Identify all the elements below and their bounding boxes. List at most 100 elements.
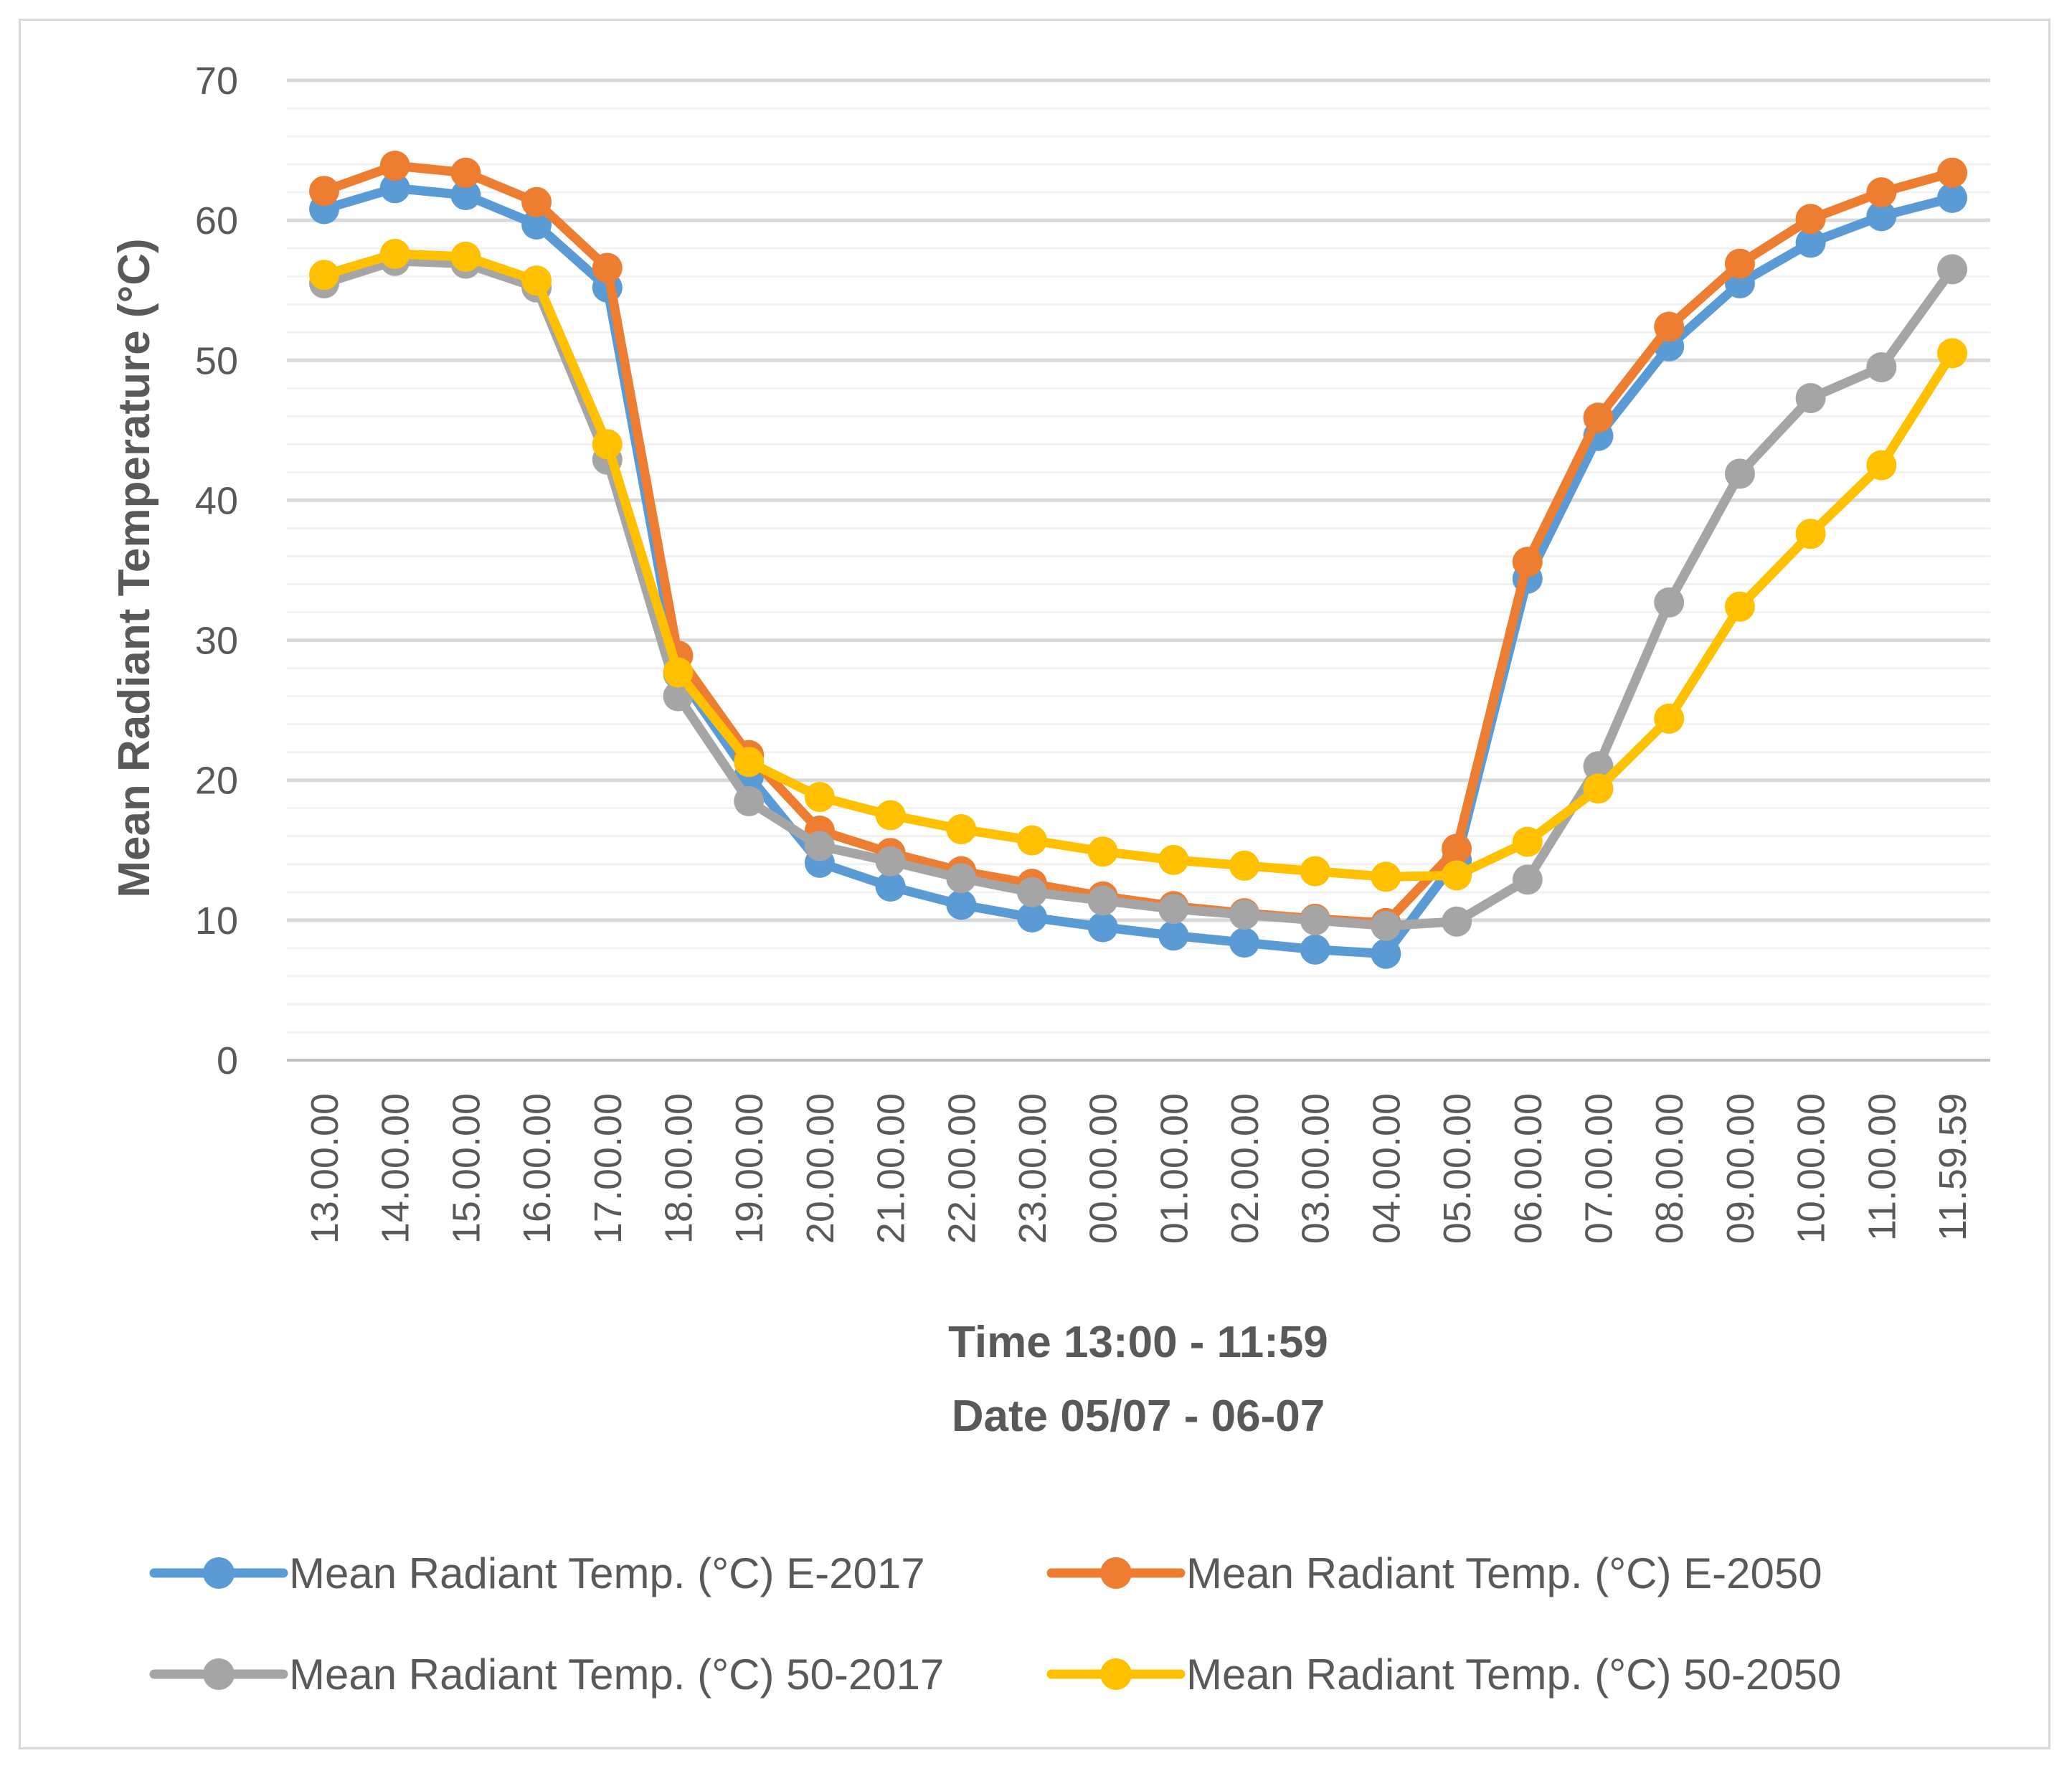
legend-item: Mean Radiant Temp. (°C) E-2050	[1046, 1549, 1822, 1597]
data-point	[1866, 450, 1897, 481]
y-tick-label: 30	[195, 620, 238, 663]
data-point	[1795, 227, 1826, 258]
series-line	[319, 161, 1957, 928]
x-tick-label: 10.00.00	[1790, 1093, 1833, 1244]
data-point	[1724, 248, 1755, 279]
x-tick-label: 08.00.00	[1648, 1093, 1691, 1244]
data-point	[1300, 905, 1330, 935]
data-point	[1937, 182, 1967, 213]
legend-swatch-marker	[1100, 1557, 1132, 1589]
legend-label: Mean Radiant Temp. (°C) 50-2050	[1186, 1650, 1841, 1699]
data-point	[1442, 833, 1472, 864]
y-axis-tick-labels: 0 10 20 30 40 50 60 70	[195, 60, 238, 1082]
minor-gridlines	[287, 107, 1990, 1034]
data-point	[1158, 920, 1189, 951]
data-point	[450, 241, 481, 272]
data-point	[875, 846, 906, 877]
data-point	[1512, 547, 1543, 577]
y-tick-label: 0	[217, 1039, 238, 1082]
y-tick-label: 20	[195, 760, 238, 803]
legend-item: Mean Radiant Temp. (°C) E-2017	[149, 1549, 925, 1597]
data-point	[1371, 861, 1401, 892]
legend-label: Mean Radiant Temp. (°C) 50-2017	[289, 1650, 944, 1699]
legend-item: Mean Radiant Temp. (°C) 50-2050	[1046, 1650, 1841, 1699]
data-point	[1371, 910, 1401, 941]
x-tick-label: 11.00.00	[1860, 1093, 1903, 1241]
data-point	[1654, 703, 1685, 734]
y-axis-title: Mean Radiant Temperature (°C)	[110, 238, 159, 897]
x-tick-label: 17.00.00	[587, 1093, 630, 1244]
x-tick-label: 04.00.00	[1365, 1093, 1408, 1244]
x-tick-label: 16.00.00	[516, 1093, 559, 1244]
data-point	[521, 209, 552, 240]
data-point	[1371, 938, 1401, 969]
legend-label: Mean Radiant Temp. (°C) E-2050	[1186, 1549, 1822, 1597]
data-point	[1795, 204, 1826, 235]
data-point	[946, 889, 977, 920]
x-axis-subtitle: Date 05/07 - 06-07	[952, 1392, 1325, 1441]
x-axis-tick-labels: 13.00.00 14.00.00 15.00.00 16.00.00 17.00.00…	[303, 1093, 1974, 1244]
data-point	[875, 872, 906, 902]
x-tick-label: 14.00.00	[374, 1093, 417, 1244]
data-point	[450, 157, 481, 188]
series-2	[309, 151, 1967, 938]
data-point	[1937, 338, 1967, 369]
data-point	[1512, 864, 1543, 895]
data-point	[379, 151, 410, 181]
data-point	[309, 260, 339, 291]
data-point	[521, 265, 552, 296]
legend-swatch-marker	[203, 1557, 235, 1589]
legend: Mean Radiant Temp. (°C) E-2017 Mean Radia…	[149, 1549, 1841, 1699]
data-point	[1229, 899, 1259, 930]
x-axis-title: Time 13:00 - 11:59	[948, 1318, 1328, 1367]
data-point	[1017, 902, 1047, 932]
x-tick-label: 20.00.00	[799, 1093, 842, 1244]
data-point	[1866, 201, 1897, 232]
series-1	[309, 173, 1967, 969]
data-point	[592, 252, 623, 283]
data-point	[1087, 912, 1118, 943]
data-point	[379, 239, 410, 269]
series-line	[319, 183, 1957, 959]
data-point	[875, 800, 906, 831]
x-tick-label: 15.00.00	[445, 1093, 488, 1244]
data-point	[1724, 458, 1755, 489]
x-tick-label: 00.00.00	[1082, 1093, 1125, 1244]
data-point	[1229, 850, 1259, 881]
data-point	[663, 657, 694, 688]
data-point	[1866, 352, 1897, 382]
data-point	[309, 176, 339, 207]
data-point	[450, 180, 481, 210]
x-tick-label: 21.00.00	[870, 1093, 913, 1244]
data-point	[1442, 906, 1472, 937]
x-tick-label: 19.00.00	[728, 1093, 771, 1244]
x-tick-label: 06.00.00	[1507, 1093, 1550, 1244]
legend-label: Mean Radiant Temp. (°C) E-2017	[289, 1549, 925, 1597]
data-point	[1937, 254, 1967, 285]
series-layer	[309, 151, 1967, 969]
data-point	[1795, 383, 1826, 413]
data-point	[379, 173, 410, 204]
data-point	[1017, 825, 1047, 856]
data-point	[734, 747, 765, 778]
y-tick-label: 10	[195, 899, 238, 943]
major-gridlines	[287, 78, 1990, 1062]
y-tick-label: 50	[195, 339, 238, 382]
data-point	[1654, 311, 1685, 342]
data-point	[946, 863, 977, 894]
legend-swatch-marker	[203, 1658, 235, 1690]
x-tick-label: 07.00.00	[1578, 1093, 1621, 1244]
y-tick-label: 70	[195, 60, 238, 103]
x-tick-label: 09.00.00	[1719, 1093, 1762, 1244]
series-4	[309, 239, 1967, 892]
data-point	[1583, 402, 1614, 433]
data-point	[1158, 894, 1189, 925]
series-line	[319, 256, 1957, 931]
data-point	[1654, 587, 1685, 618]
data-point	[1512, 826, 1543, 857]
x-tick-label: 18.00.00	[657, 1093, 700, 1244]
data-point	[1583, 773, 1614, 804]
data-point	[1229, 927, 1259, 958]
x-tick-label: 11.59.59	[1931, 1093, 1974, 1241]
